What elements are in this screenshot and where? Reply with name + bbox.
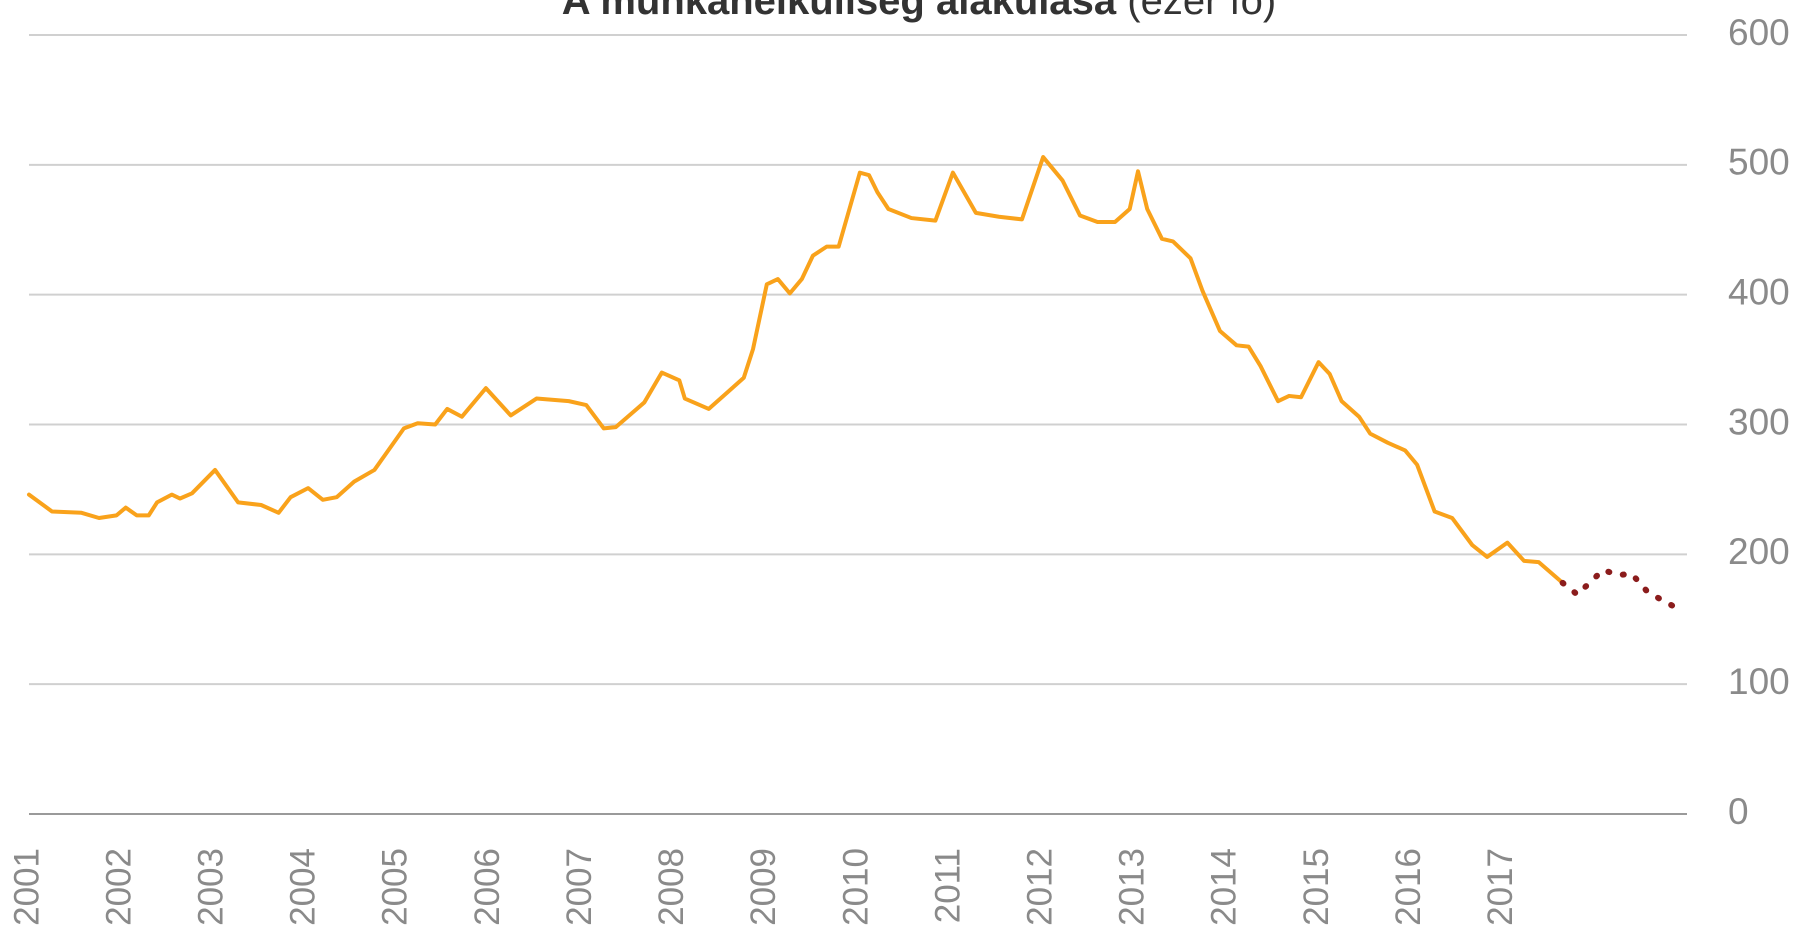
chart-title: A munkanélküliség alakulása (ezer fő)	[562, 0, 1276, 23]
title-main: A munkanélküliség alakulása	[562, 0, 1117, 23]
y-tick-label: 400	[1728, 271, 1790, 312]
x-tick-label: 2015	[1297, 848, 1336, 926]
y-tick-label: 100	[1728, 661, 1790, 702]
y-tick-label: 200	[1728, 531, 1790, 572]
x-tick-label: 2001	[7, 848, 46, 926]
x-tick-label: 2013	[1113, 848, 1152, 926]
x-tick-label: 2011	[928, 848, 967, 923]
x-tick-label: 2009	[744, 848, 783, 926]
x-tick-label: 2004	[284, 848, 323, 926]
data-line	[27, 155, 1565, 585]
x-tick-label: 2012	[1020, 848, 1059, 926]
y-tick-label: 600	[1728, 12, 1790, 53]
x-tick-label: 2003	[191, 848, 230, 926]
x-tick-label: 2002	[99, 848, 138, 926]
x-tick-label: 2008	[652, 848, 691, 926]
y-tick-label: 500	[1728, 142, 1790, 183]
x-tick-label: 2017	[1481, 848, 1520, 926]
y-tick-label: 0	[1728, 791, 1749, 832]
x-tick-label: 2010	[836, 848, 875, 926]
title-unit: (ezer fő)	[1127, 0, 1276, 23]
y-tick-label: 300	[1728, 401, 1790, 442]
forecast-line	[1559, 566, 1679, 611]
x-tick-label: 2016	[1389, 848, 1428, 926]
x-tick-label: 2014	[1205, 848, 1244, 926]
x-tick-label: 2005	[376, 848, 415, 926]
x-tick-label: 2006	[468, 848, 507, 926]
x-tick-label: 2007	[560, 848, 599, 926]
